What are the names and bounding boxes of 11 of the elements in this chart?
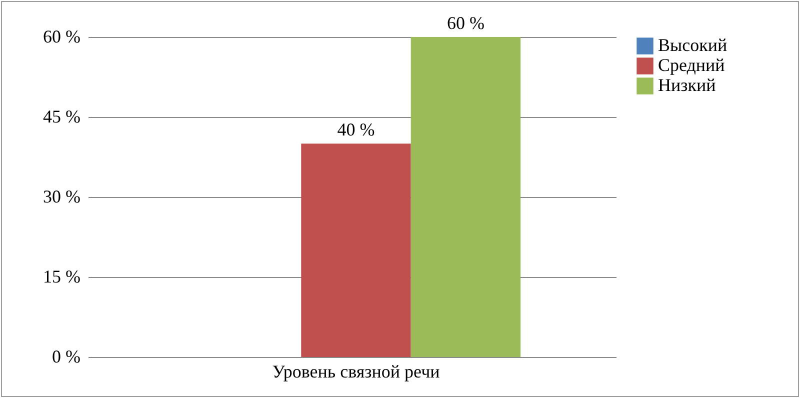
y-tick-label: 60 % [43, 26, 80, 46]
legend-label: Высокий [658, 35, 728, 55]
y-tick-label: 0 % [52, 346, 80, 366]
legend-label: Низкий [658, 75, 716, 95]
data-label: 40 % [337, 120, 375, 140]
y-tick-label: 45 % [43, 106, 80, 126]
x-tick-label: Уровень связной речи [272, 362, 440, 382]
legend-label: Средний [658, 55, 726, 75]
data-label: 60 % [446, 13, 484, 33]
y-tick-label: 30 % [43, 186, 80, 206]
y-tick-label: 15 % [43, 266, 80, 286]
